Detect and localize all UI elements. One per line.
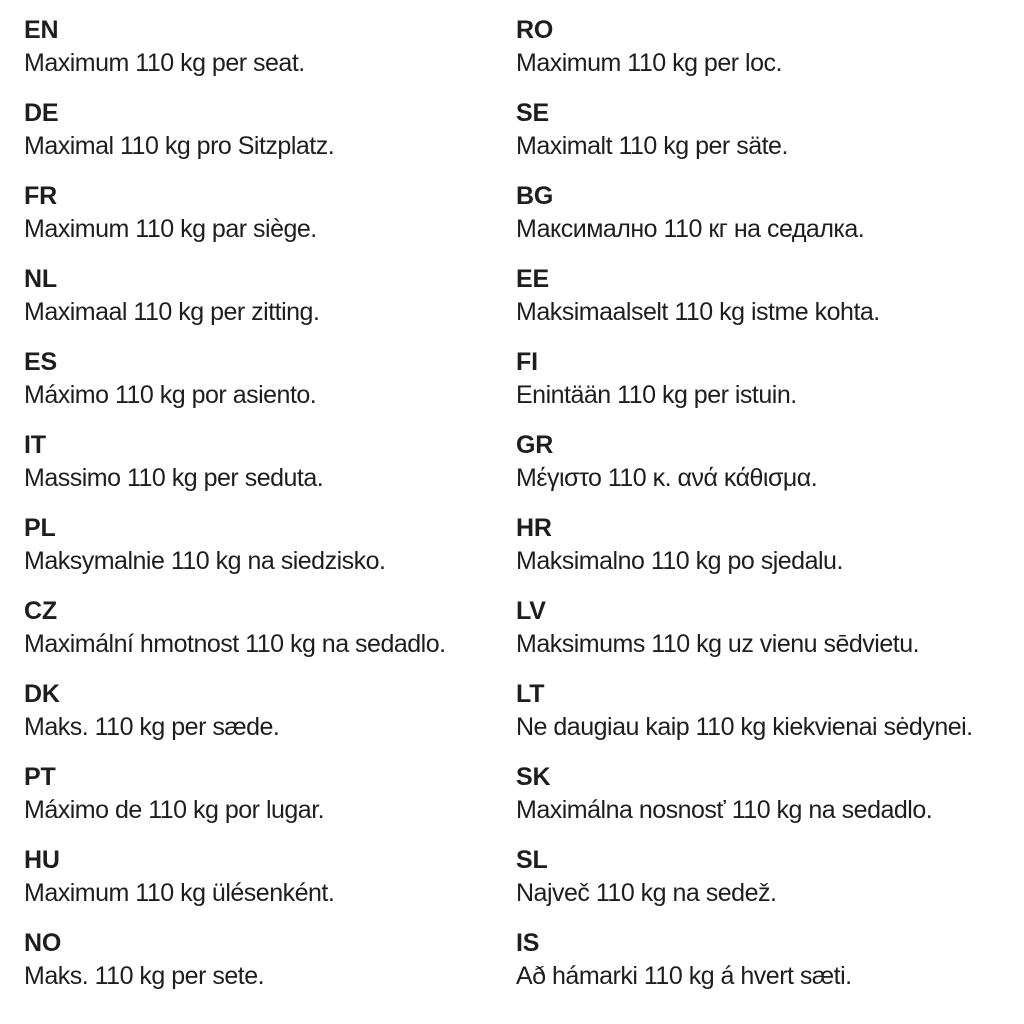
language-entry-de: DE Maximal 110 kg pro Sitzplatz. [24, 97, 516, 163]
translation-text: Maksimums 110 kg uz vienu sēdvietu. [516, 630, 920, 658]
language-code: EE [516, 265, 549, 293]
translation-text: Maks. 110 kg per sete. [24, 962, 265, 990]
language-code: SK [516, 763, 551, 791]
translation-text: Maksimaalselt 110 kg istme kohta. [516, 298, 880, 326]
translation-text: Maximum 110 kg per seat. [24, 49, 305, 77]
translation-text: Máximo 110 kg por asiento. [24, 381, 317, 409]
language-code: PL [24, 514, 56, 542]
language-code: HU [24, 846, 60, 874]
language-code: FR [24, 182, 57, 210]
translation-text: Maximálna nosnosť 110 kg na sedadlo. [516, 796, 933, 824]
language-entry-se: SE Maximalt 110 kg per säte. [516, 97, 1024, 163]
language-entry-pt: PT Máximo de 110 kg por lugar. [24, 761, 516, 827]
translation-text: Ne daugiau kaip 110 kg kiekvienai sėdyne… [516, 713, 973, 741]
language-code: LV [516, 597, 546, 625]
translation-text: Maximalt 110 kg per säte. [516, 132, 788, 160]
language-code: IT [24, 431, 46, 459]
language-code: NO [24, 929, 62, 957]
translation-text: Maximální hmotnost 110 kg na sedadlo. [24, 630, 446, 658]
translation-text: Maksymalnie 110 kg na siedzisko. [24, 547, 386, 575]
language-code: LT [516, 680, 545, 708]
language-entry-sk: SK Maximálna nosnosť 110 kg na sedadlo. [516, 761, 1024, 827]
language-entry-nl: NL Maximaal 110 kg per zitting. [24, 263, 516, 329]
translation-text: Μέγιστο 110 κ. ανά κάθισμα. [516, 464, 818, 492]
translation-text: Enintään 110 kg per istuin. [516, 381, 797, 409]
translation-text: Максимално 110 кг на седалка. [516, 215, 865, 243]
language-entry-sl: SL Največ 110 kg na sedež. [516, 844, 1024, 910]
translation-text: Maximum 110 kg ülésenként. [24, 879, 335, 907]
language-entry-bg: BG Максимално 110 кг на седалка. [516, 180, 1024, 246]
language-code: RO [516, 16, 554, 44]
language-code: HR [516, 514, 552, 542]
language-entry-fi: FI Enintään 110 kg per istuin. [516, 346, 1024, 412]
left-column: EN Maximum 110 kg per seat. DE Maximal 1… [24, 14, 516, 1010]
language-entry-hu: HU Maximum 110 kg ülésenként. [24, 844, 516, 910]
translation-text: Največ 110 kg na sedež. [516, 879, 777, 907]
language-entry-no: NO Maks. 110 kg per sete. [24, 927, 516, 993]
language-entry-ro: RO Maximum 110 kg per loc. [516, 14, 1024, 80]
language-entry-es: ES Máximo 110 kg por asiento. [24, 346, 516, 412]
right-column: RO Maximum 110 kg per loc. SE Maximalt 1… [516, 14, 1024, 1010]
language-code: IS [516, 929, 540, 957]
language-code: FI [516, 348, 538, 376]
language-code: BG [516, 182, 554, 210]
language-code: CZ [24, 597, 57, 625]
translation-text: Massimo 110 kg per seduta. [24, 464, 324, 492]
language-code: NL [24, 265, 57, 293]
translation-text: Máximo de 110 kg por lugar. [24, 796, 325, 824]
language-code: SL [516, 846, 548, 874]
language-entry-fr: FR Maximum 110 kg par siège. [24, 180, 516, 246]
translation-text: Maksimalno 110 kg po sjedalu. [516, 547, 843, 575]
language-entry-lt: LT Ne daugiau kaip 110 kg kiekvienai sėd… [516, 678, 1024, 744]
translation-text: Maks. 110 kg per sæde. [24, 713, 280, 741]
translation-text: Að hámarki 110 kg á hvert sæti. [516, 962, 852, 990]
language-code: PT [24, 763, 56, 791]
language-entry-pl: PL Maksymalnie 110 kg na siedzisko. [24, 512, 516, 578]
translation-text: Maximal 110 kg pro Sitzplatz. [24, 132, 335, 160]
translation-text: Maximum 110 kg par siège. [24, 215, 317, 243]
language-entry-hr: HR Maksimalno 110 kg po sjedalu. [516, 512, 1024, 578]
language-entry-gr: GR Μέγιστο 110 κ. ανά κάθισμα. [516, 429, 1024, 495]
language-code: EN [24, 16, 59, 44]
language-code: ES [24, 348, 57, 376]
language-entry-ee: EE Maksimaalselt 110 kg istme kohta. [516, 263, 1024, 329]
language-entry-lv: LV Maksimums 110 kg uz vienu sēdvietu. [516, 595, 1024, 661]
language-code: GR [516, 431, 554, 459]
language-entry-is: IS Að hámarki 110 kg á hvert sæti. [516, 927, 1024, 993]
language-entry-it: IT Massimo 110 kg per seduta. [24, 429, 516, 495]
language-code: DK [24, 680, 60, 708]
language-entry-dk: DK Maks. 110 kg per sæde. [24, 678, 516, 744]
language-code: SE [516, 99, 549, 127]
language-entry-en: EN Maximum 110 kg per seat. [24, 14, 516, 80]
translation-text: Maximum 110 kg per loc. [516, 49, 782, 77]
language-entry-cz: CZ Maximální hmotnost 110 kg na sedadlo. [24, 595, 516, 661]
language-code: DE [24, 99, 59, 127]
translation-text: Maximaal 110 kg per zitting. [24, 298, 320, 326]
